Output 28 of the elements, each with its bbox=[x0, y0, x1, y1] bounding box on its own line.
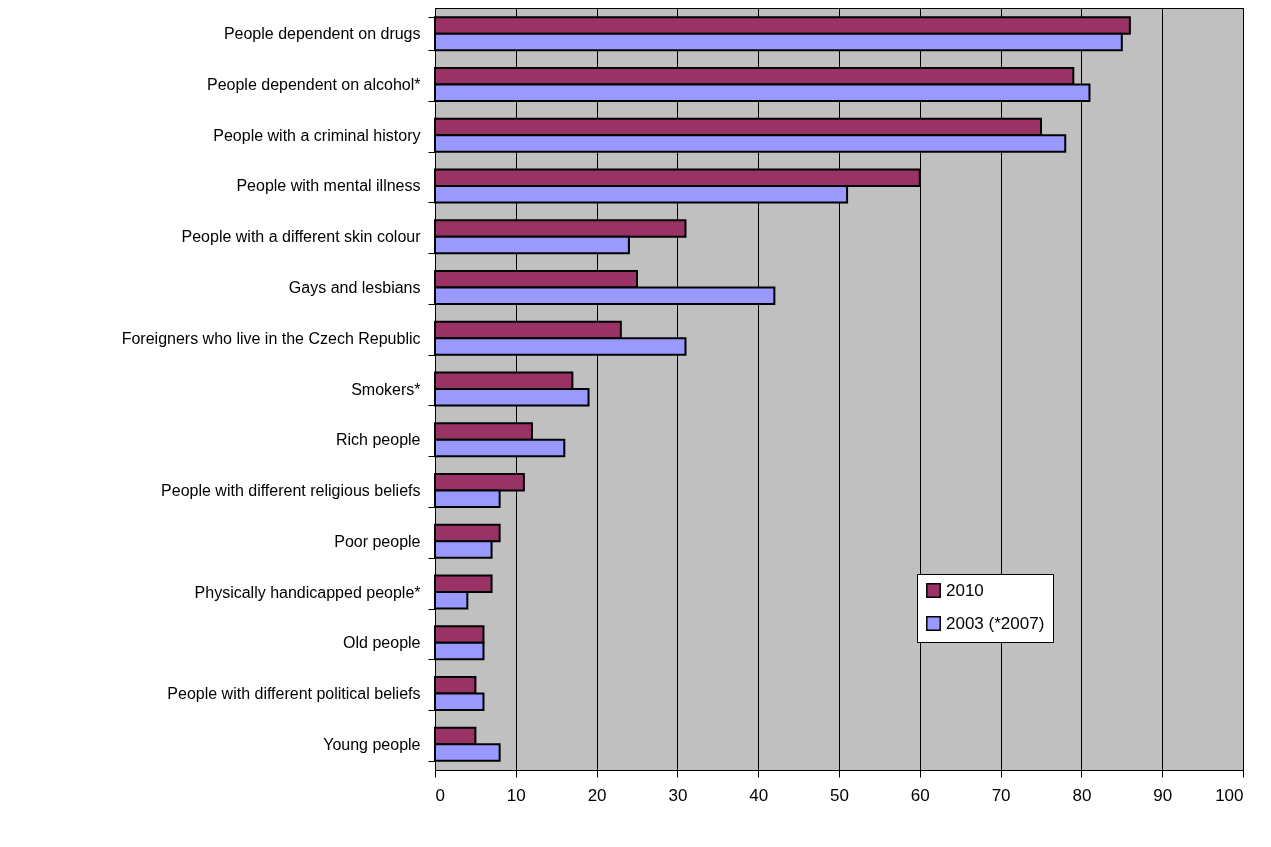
y-tick-label: Physically handicapped people* bbox=[194, 583, 421, 601]
y-tick-label: Gays and lesbians bbox=[288, 278, 421, 296]
x-tick-label: 40 bbox=[749, 785, 769, 805]
y-tick-label: People with mental illness bbox=[236, 177, 421, 195]
y-tick-label: People dependent on drugs bbox=[223, 25, 421, 43]
y-tick-label: Poor people bbox=[334, 532, 421, 550]
y-tick-label: Young people bbox=[323, 735, 421, 753]
x-tick-label: 90 bbox=[1153, 785, 1173, 805]
x-tick-label: 0 bbox=[435, 785, 445, 805]
x-tick-label: 60 bbox=[910, 785, 930, 805]
y-tick-label: People with a different skin colour bbox=[181, 228, 422, 246]
legend-label: 2010 bbox=[946, 580, 984, 600]
y-tick-label: People with different religious beliefs bbox=[161, 482, 421, 500]
legend-label: 2003 (*2007) bbox=[946, 613, 1045, 633]
x-tick-label: 80 bbox=[1072, 785, 1092, 805]
x-tick-label: 20 bbox=[587, 785, 607, 805]
x-tick-label: 70 bbox=[991, 785, 1011, 805]
y-tick-label: People with different political beliefs bbox=[167, 685, 421, 703]
y-tick-label: Old people bbox=[343, 634, 421, 652]
x-tick-label: 50 bbox=[830, 785, 849, 805]
x-tick-label: 100 bbox=[1215, 785, 1244, 805]
x-tick-label: 10 bbox=[506, 785, 526, 805]
y-tick-label: People dependent on alcohol* bbox=[206, 75, 421, 93]
y-tick-label: Smokers* bbox=[351, 380, 421, 398]
x-tick-label: 30 bbox=[668, 785, 688, 805]
y-tick-label: People with a criminal history bbox=[213, 126, 421, 144]
y-tick-label: Foreigners who live in the Czech Republic bbox=[121, 329, 421, 347]
y-tick-label: Rich people bbox=[336, 431, 421, 449]
